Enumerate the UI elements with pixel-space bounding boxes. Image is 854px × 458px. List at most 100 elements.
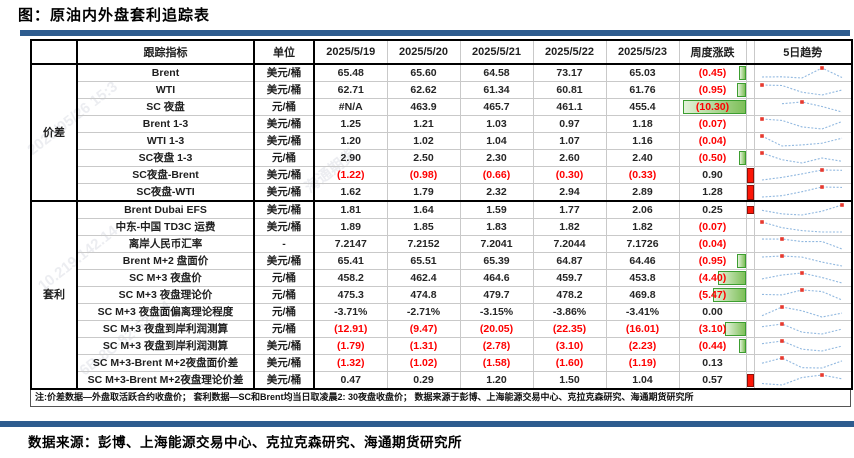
red-data-bar <box>747 184 753 200</box>
bar-strip-cell <box>745 132 755 150</box>
unit-cell: 美元/桶 <box>253 218 315 236</box>
unit-cell: 美元/桶 <box>253 354 315 372</box>
trend-sparkline <box>759 83 842 96</box>
weekly-change-cell: 0.25 <box>678 200 747 219</box>
red-data-bar <box>747 373 753 387</box>
value-cell: (0.98) <box>386 166 461 184</box>
group-label: 价差 <box>30 63 78 202</box>
value-cell: 479.7 <box>459 286 534 304</box>
unit-cell: 美元/桶 <box>253 337 315 355</box>
trend-cell <box>753 337 853 355</box>
green-data-bar <box>717 271 745 285</box>
value-cell: 1.16 <box>605 132 680 150</box>
weekly-change-cell: (0.44) <box>678 337 747 355</box>
value-cell: 1.89 <box>313 218 388 236</box>
value-cell: 1.03 <box>459 115 534 133</box>
value-cell: 455.4 <box>605 98 680 116</box>
data-source-line: 数据来源：彭博、上海能源交易中心、克拉克森研究、海通期货研究所 <box>28 435 462 450</box>
indicator-cell: SC M+3-Brent M+2夜盘面价差 <box>76 354 255 372</box>
indicator-cell: Brent Dubai EFS <box>76 200 255 219</box>
header-row: 跟踪指标 单位 2025/5/19 2025/5/20 2025/5/21 20… <box>30 39 853 65</box>
trend-cell <box>753 286 853 304</box>
bar-strip-cell <box>745 200 755 219</box>
value-cell: 61.34 <box>459 81 534 99</box>
value-cell: (2.23) <box>605 337 680 355</box>
unit-cell: 美元/桶 <box>253 166 315 184</box>
value-cell: 1.18 <box>605 115 680 133</box>
trend-cell <box>753 354 853 372</box>
unit-cell: 美元/桶 <box>253 63 315 82</box>
trend-sparkline <box>759 117 842 130</box>
weekly-change-cell: (0.04) <box>678 132 747 150</box>
table-row: SC M+3 夜盘价 元/桶 458.2 462.4 464.6 459.7 453.8 (4… <box>31 269 853 287</box>
trend-cell <box>753 115 853 133</box>
value-cell: 7.2041 <box>459 235 534 253</box>
unit-cell: 美元/桶 <box>253 200 315 219</box>
value-cell: 1.20 <box>313 132 388 150</box>
bar-strip-cell <box>745 183 755 202</box>
value-cell: 2.50 <box>386 149 461 167</box>
value-cell: 1.04 <box>459 132 534 150</box>
bar-strip-cell <box>745 235 755 253</box>
table-row: SC M+3-Brent M+2夜盘面价差 美元/桶 (1.32) (1.02) (1.… <box>31 354 853 372</box>
value-cell: -3.86% <box>532 303 607 321</box>
unit-cell: 元/桶 <box>253 149 315 167</box>
header-date-3: 2025/5/21 <box>459 39 534 65</box>
trend-sparkline <box>781 100 842 113</box>
value-cell: 1.64 <box>386 200 461 219</box>
value-cell: 475.3 <box>313 286 388 304</box>
value-cell: #N/A <box>313 98 388 116</box>
value-cell: 2.30 <box>459 149 534 167</box>
value-cell: -3.15% <box>459 303 534 321</box>
weekly-change-cell: (0.95) <box>678 81 747 99</box>
header-weekly-change: 周度涨跌 <box>678 39 747 65</box>
green-data-bar <box>682 100 745 114</box>
indicator-cell: Brent 1-3 <box>76 115 255 133</box>
trend-cell <box>753 320 853 338</box>
trend-cell <box>753 235 853 253</box>
bar-strip-cell <box>745 166 755 184</box>
bar-strip-cell <box>745 337 755 355</box>
value-cell: 453.8 <box>605 269 680 287</box>
bar-strip-cell <box>745 149 755 167</box>
bar-strip-cell <box>745 269 755 287</box>
value-cell: 7.2147 <box>313 235 388 253</box>
weekly-change-cell: 1.28 <box>678 183 747 202</box>
value-cell: (1.32) <box>313 354 388 372</box>
unit-cell: 美元/桶 <box>253 115 315 133</box>
weekly-change-cell: (10.30) <box>678 98 747 116</box>
header-bar-strip <box>745 39 755 65</box>
value-cell: 2.89 <box>605 183 680 202</box>
green-data-bar <box>736 83 745 97</box>
value-cell: (2.78) <box>459 337 534 355</box>
green-data-bar <box>738 151 745 165</box>
value-cell: 1.82 <box>532 218 607 236</box>
value-cell: 458.2 <box>313 269 388 287</box>
value-cell: (0.66) <box>459 166 534 184</box>
weekly-change-cell: (0.50) <box>678 149 747 167</box>
table-row: SC夜盘-WTI 美元/桶 1.62 1.79 2.32 2.94 2.89 1.28 <box>31 183 853 202</box>
value-cell: -2.71% <box>386 303 461 321</box>
table-row: Brent 1-3 美元/桶 1.25 1.21 1.03 0.97 1.18 (0.07) <box>31 115 853 133</box>
trend-sparkline <box>761 322 842 335</box>
value-cell: 0.47 <box>313 371 388 390</box>
table-row: SC M+3 夜盘面偏离理论程度 元/桶 -3.71% -2.71% -3.15% -3.… <box>31 303 853 321</box>
value-cell: 2.60 <box>532 149 607 167</box>
value-cell: 65.51 <box>386 252 461 270</box>
header-date-1: 2025/5/19 <box>313 39 388 65</box>
weekly-change-cell: (0.07) <box>678 218 747 236</box>
weekly-change-cell: (0.07) <box>678 115 747 133</box>
group-label: 套利 <box>30 200 78 390</box>
indicator-cell: SC M+3-Brent M+2夜盘理论价差 <box>76 371 255 390</box>
header-indicator: 跟踪指标 <box>76 39 255 65</box>
unit-cell: 元/桶 <box>253 98 315 116</box>
indicator-cell: Brent <box>76 63 255 82</box>
tracking-table: 跟踪指标 单位 2025/5/19 2025/5/20 2025/5/21 20… <box>30 39 853 390</box>
green-data-bar <box>712 288 745 302</box>
unit-cell: 美元/桶 <box>253 132 315 150</box>
table-row: SC M+3-Brent M+2夜盘理论价差 美元/桶 0.47 0.29 1.20 1.… <box>31 371 853 390</box>
bar-strip-cell <box>745 286 755 304</box>
trend-cell <box>753 269 853 287</box>
trend-cell <box>753 371 853 390</box>
trend-cell <box>753 63 853 82</box>
